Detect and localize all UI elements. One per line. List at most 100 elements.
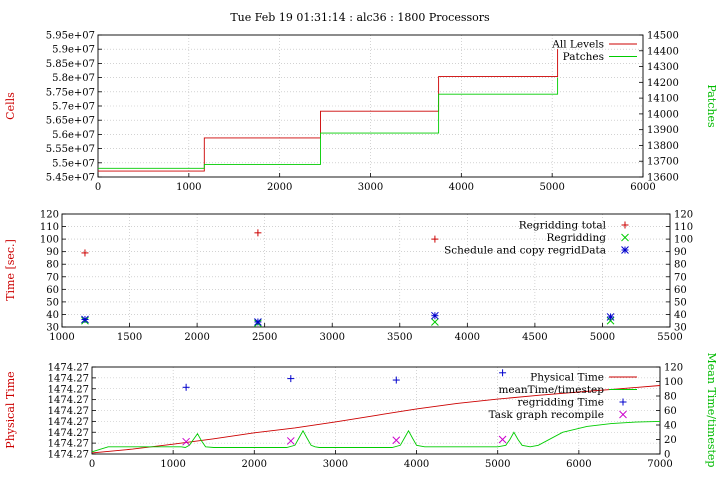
x-tick-label: 3500 [387, 332, 412, 343]
x-tick-label: 1500 [117, 332, 142, 343]
y-tick-label: 70 [46, 272, 59, 283]
x-tick-label: 4500 [522, 332, 547, 343]
legend-label: Task graph recompile [489, 409, 604, 421]
y2-tick-label: 0 [664, 450, 670, 461]
y-tick-label: 5.5e+07 [52, 158, 95, 169]
y2-tick-label: 60 [674, 285, 687, 296]
patches-series-line [98, 77, 559, 169]
y-tick-label: 30 [46, 323, 59, 334]
y-tick-label: 1474.27 [48, 384, 89, 395]
y-tick-label: 5.75e+07 [46, 87, 95, 98]
y-tick-label: 50 [46, 297, 59, 308]
x-tick-label: 1000 [49, 332, 74, 343]
x-tick-label: 3000 [323, 459, 348, 470]
y2-tick-label: 100 [674, 235, 693, 246]
physical-time-chart: 0 1000 2000 3000 4000 5000 6000 70001474.271474… [4, 353, 718, 470]
y-tick-label: 1474.27 [48, 439, 89, 450]
y2-tick-label: 14000 [647, 109, 679, 120]
data-point-d2 [392, 436, 401, 445]
x-tick-label: 4000 [449, 182, 474, 193]
legend-label: Regridding total [519, 220, 607, 232]
y2-tick-label: 90 [674, 247, 687, 258]
x-tick-label: 0 [95, 182, 101, 193]
y-tick-label: 5.6e+07 [52, 130, 95, 141]
y2-tick-label: 40 [674, 310, 687, 321]
x-tick-label: 2000 [242, 459, 267, 470]
y-tick-label: 5.65e+07 [46, 116, 95, 127]
y2-tick-label: 80 [674, 260, 687, 271]
y-tick-label: 5.9e+07 [52, 45, 95, 56]
data-point-d2 [498, 435, 507, 444]
plot-frame [91, 366, 661, 455]
legend: Physical TimemeanTime/timestepregridding… [489, 372, 637, 421]
task-graph-recompile-series [182, 435, 507, 446]
regridding-series [81, 316, 615, 328]
y-tick-label: 100 [40, 235, 59, 246]
data-point-d2 [254, 318, 262, 326]
legend-label: Schedule and copy regridData [444, 245, 606, 257]
y-tick-label: 1474.27 [48, 417, 89, 428]
y-tick-label: 1474.27 [48, 395, 89, 406]
y-tick-label: 1474.27 [48, 373, 89, 384]
y2-tick-label: 14300 [647, 62, 679, 73]
data-point-d2 [81, 315, 89, 324]
y-tick-label: 1474.27 [48, 406, 89, 417]
y2-tick-label: 70 [674, 272, 687, 283]
y2-tick-label: 14200 [647, 78, 679, 89]
x-tick-label: 5000 [590, 332, 615, 343]
y2-tick-label: 13900 [647, 125, 679, 136]
x-tick-label: 7000 [647, 459, 672, 470]
y-tick-label: 5.95e+07 [46, 31, 95, 42]
data-point-d2 [606, 316, 615, 325]
y-tick-label: 5.8e+07 [52, 73, 95, 84]
y-tick-label: 40 [46, 310, 59, 321]
x-tick-label: 5000 [485, 459, 510, 470]
all-levels-series-line [98, 49, 559, 172]
y2-tick-label: 40 [664, 421, 677, 432]
y2-axis-label: Patches [705, 84, 718, 128]
y-axis-label: Time [sec.] [4, 239, 17, 301]
legend-label: meanTime/timestep [498, 384, 604, 396]
legend-label: All Levels [551, 39, 604, 51]
schedule-and-copy-regriddata-series [81, 311, 615, 326]
y2-tick-label: 120 [664, 363, 683, 374]
legend-marker-d2 [621, 246, 629, 254]
x-tick-label: 6000 [566, 459, 591, 470]
plot-frame [97, 34, 644, 178]
y2-tick-label: 60 [664, 406, 677, 417]
y2-tick-label: 14400 [647, 46, 679, 57]
y-axis-label: Physical Time [4, 371, 17, 448]
x-tick-label: 5500 [657, 332, 682, 343]
cells-patches-chart: 0 1000 2000 3000 4000 5000 6000 5.45e+07 5.5e+07… [4, 31, 718, 194]
y-tick-label: 110 [40, 222, 59, 233]
figure-title: Tue Feb 19 01:31:14 : alc36 : 1800 Proce… [230, 11, 490, 24]
data-point-d2 [431, 311, 439, 320]
y-tick-label: 5.7e+07 [52, 102, 95, 113]
data-point-d2 [431, 318, 439, 326]
x-tick-label: 4000 [455, 332, 480, 343]
x-tick-label: 4000 [404, 459, 429, 470]
y2-tick-label: 110 [674, 222, 693, 233]
y2-tick-label: 30 [674, 323, 687, 334]
y2-tick-label: 80 [664, 392, 677, 403]
regridding-time-chart: 1000 1500 2000 2500 3000 3500 4000 4500 5000 5500… [4, 210, 693, 344]
data-point-d2 [286, 437, 295, 445]
y-tick-label: 90 [46, 247, 59, 258]
legend-marker-d2 [621, 233, 629, 242]
meantime-timestep-series-line [91, 420, 661, 453]
y2-tick-label: 13600 [647, 173, 679, 184]
y2-tick-label: 14500 [647, 31, 679, 42]
legend-label: Patches [563, 51, 604, 63]
y-axis-label: Cells [4, 92, 17, 120]
y2-tick-label: 13800 [647, 141, 679, 152]
y2-tick-label: 50 [674, 297, 687, 308]
y-tick-label: 5.55e+07 [46, 144, 95, 155]
x-tick-label: 3000 [358, 182, 383, 193]
y-tick-label: 5.45e+07 [46, 173, 95, 184]
y-tick-label: 1474.27 [48, 450, 89, 461]
y2-tick-label: 13700 [647, 157, 679, 168]
y-tick-label: 1474.27 [48, 363, 89, 374]
data-point-d2 [606, 313, 615, 321]
